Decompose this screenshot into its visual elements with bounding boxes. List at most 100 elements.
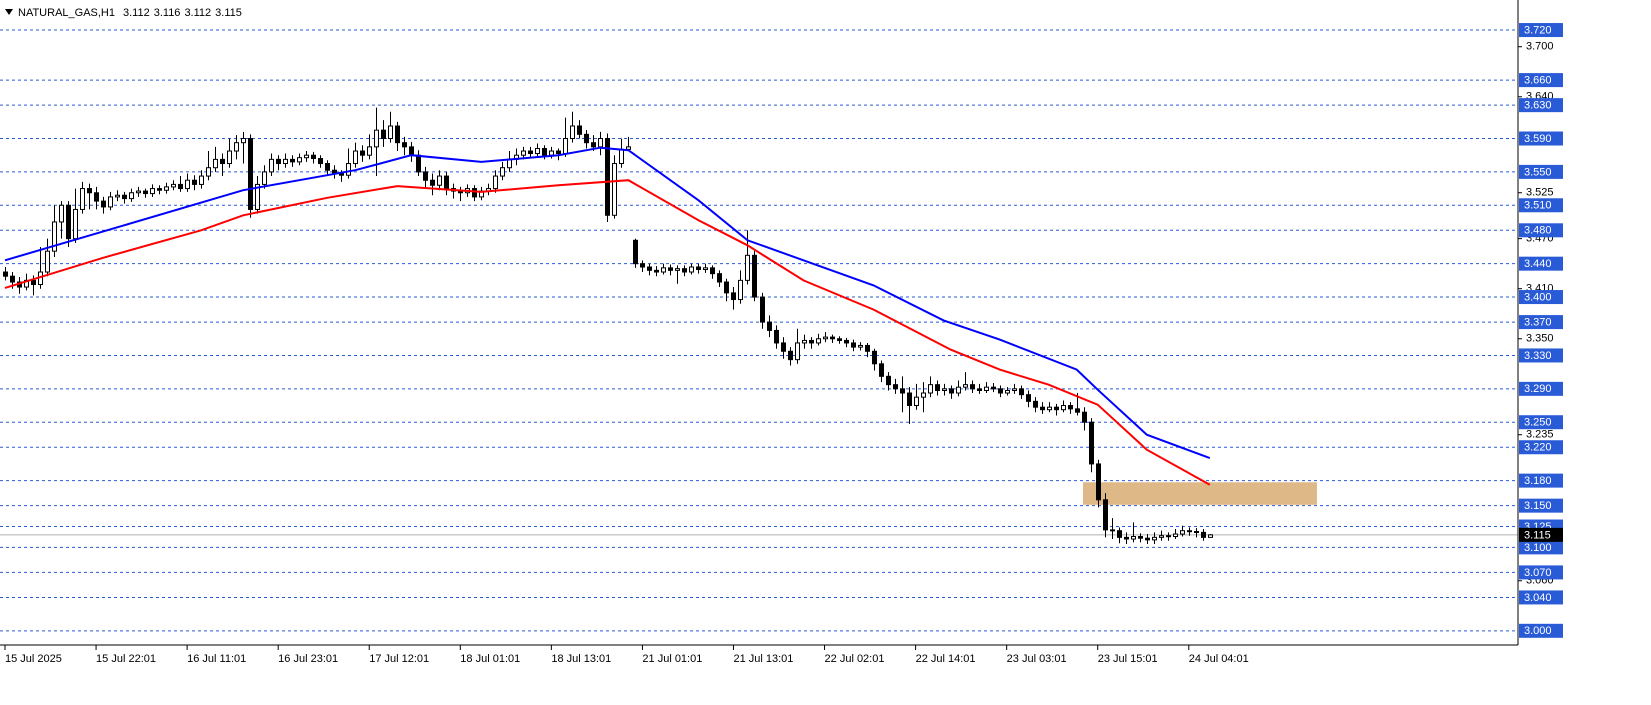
candle-body (136, 190, 141, 194)
candle-body (1033, 400, 1038, 408)
zone (1083, 482, 1317, 505)
candle-body (52, 221, 57, 252)
candle-body (823, 336, 828, 340)
candle-body (255, 183, 260, 210)
candle-body (928, 384, 933, 394)
candle-body (682, 268, 687, 273)
candle-body (612, 163, 617, 216)
candle-body (710, 267, 715, 275)
level-label-bg (1519, 473, 1563, 488)
symbol: NATURAL_GAS,H1 (18, 7, 115, 19)
candle-body (1194, 531, 1199, 534)
candle-body (914, 396, 919, 407)
level-label-bg (1519, 290, 1563, 305)
level-label-bg (1519, 381, 1563, 396)
candle-body (921, 392, 926, 398)
candle-body (998, 388, 1003, 394)
candle-body (199, 175, 204, 185)
x-tick-label: 21 Jul 13:01 (733, 653, 793, 665)
level-label: 3.660 (1524, 75, 1552, 87)
candle-body (171, 183, 176, 188)
candle-body (1012, 388, 1017, 392)
level-label-bg (1519, 256, 1563, 271)
candle-body (577, 125, 582, 135)
candle-body (325, 163, 330, 171)
candle-body (549, 150, 554, 156)
candle-body (977, 388, 982, 392)
level-label: 3.150 (1524, 500, 1552, 512)
candle-body (241, 138, 246, 144)
candle-body (94, 192, 99, 202)
candle-body (248, 138, 253, 210)
candle-body (591, 142, 596, 148)
x-tick-label: 22 Jul 02:01 (825, 653, 885, 665)
candle-body (395, 125, 400, 144)
candle-body (206, 167, 211, 177)
candle-body (164, 186, 169, 191)
candle-body (45, 250, 50, 273)
candle-body (1173, 533, 1178, 538)
level-label-bg (1519, 348, 1563, 363)
x-tick-label: 18 Jul 13:01 (551, 653, 611, 665)
candle-body (893, 384, 898, 390)
candle-body (500, 167, 505, 177)
level-label-bg (1519, 23, 1563, 38)
level-label-bg (1519, 415, 1563, 430)
candle-body (661, 267, 666, 273)
candle-body (844, 339, 849, 344)
level-label: 3.220 (1524, 442, 1552, 454)
candle-body (542, 148, 547, 156)
menu-arrow[interactable] (5, 9, 13, 15)
candle-body (598, 138, 603, 148)
x-tick-label: 17 Jul 12:01 (369, 653, 429, 665)
candle-body (1096, 463, 1101, 501)
candle-body (738, 279, 743, 301)
plot (0, 29, 1518, 632)
y-tick-label: 3.700 (1526, 41, 1554, 53)
x-tick-label: 16 Jul 23:01 (278, 653, 338, 665)
candle-body (409, 146, 414, 156)
level-label-bg (1519, 315, 1563, 330)
candle-body (213, 158, 218, 169)
candle-body (535, 148, 540, 155)
level-label: 3.400 (1524, 291, 1552, 303)
candle-body (619, 148, 624, 165)
candle-body (220, 158, 225, 165)
candle-body (1005, 390, 1010, 394)
candle-body (563, 138, 568, 155)
candle-body (647, 266, 652, 271)
x-tick-label: 15 Jul 2025 (5, 653, 62, 665)
candle-body (879, 363, 884, 377)
x-tick-label: 23 Jul 03:01 (1007, 653, 1067, 665)
candle-body (1082, 411, 1087, 423)
candle-body (886, 375, 891, 386)
candle-body (367, 146, 372, 156)
candle-body (416, 154, 421, 173)
x-tick-label: 22 Jul 14:01 (916, 653, 976, 665)
candle-body (970, 384, 975, 390)
candle-body (675, 268, 680, 271)
x-tick-label: 18 Jul 01:01 (460, 653, 520, 665)
candle-body (115, 194, 120, 198)
level-label-bg (1519, 98, 1563, 113)
candle-body (724, 281, 729, 294)
candle-body (1208, 534, 1213, 538)
candle-body (584, 133, 589, 144)
candle-body (521, 150, 526, 156)
candle-body (528, 150, 533, 155)
candle-body (984, 386, 989, 392)
candle-body (1047, 406, 1052, 411)
candle-body (1040, 406, 1045, 411)
candle-body (304, 154, 309, 159)
candle-body (640, 263, 645, 268)
y-tick-label: 3.525 (1526, 187, 1554, 199)
candle-body (87, 188, 92, 194)
level-label: 3.180 (1524, 475, 1552, 487)
candle-body (276, 158, 281, 165)
candle-body (269, 158, 274, 173)
level-label-bg (1519, 73, 1563, 88)
level-label: 3.480 (1524, 225, 1552, 237)
candle-body (1019, 388, 1024, 396)
candle-body (872, 350, 877, 365)
candle-body (605, 138, 610, 216)
